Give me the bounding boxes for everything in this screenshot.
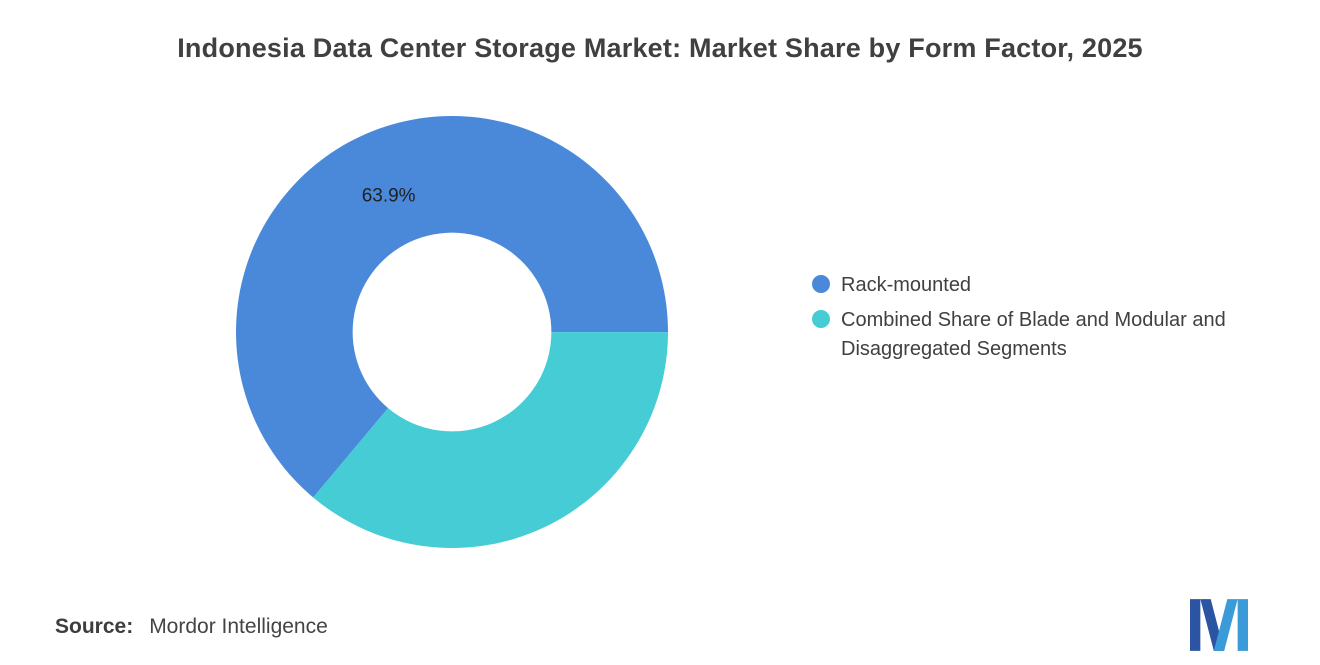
legend-label-combined-share: Combined Share of Blade and Modular and … (841, 309, 1226, 360)
logo-right-bar (1237, 599, 1248, 651)
donut-chart-svg: 63.9% (236, 116, 668, 548)
legend-marker-rack-mounted (812, 275, 830, 293)
logo-v-right-stroke (1213, 599, 1238, 651)
legend-item-combined-share[interactable]: Combined Share of Blade and Modular and … (812, 306, 1282, 363)
donut-slice-0[interactable] (236, 116, 668, 498)
donut-slice-1[interactable] (313, 332, 668, 548)
logo-left-bar (1190, 599, 1201, 651)
mordor-intelligence-logo (1190, 599, 1248, 651)
slice-data-label-0: 63.9% (362, 186, 416, 207)
chart-title: Indonesia Data Center Storage Market: Ma… (177, 33, 1143, 63)
source-line: Source: Mordor Intelligence (55, 615, 328, 639)
chart-legend: Rack-mounted Combined Share of Blade and… (812, 271, 1282, 363)
legend-marker-combined-share (812, 310, 830, 329)
legend-label-rack-mounted: Rack-mounted (841, 274, 972, 296)
source-value: Mordor Intelligence (149, 615, 328, 638)
legend-item-rack-mounted[interactable]: Rack-mounted (812, 271, 1282, 299)
source-label: Source: (55, 615, 134, 638)
donut-chart: 63.9% (232, 112, 672, 552)
